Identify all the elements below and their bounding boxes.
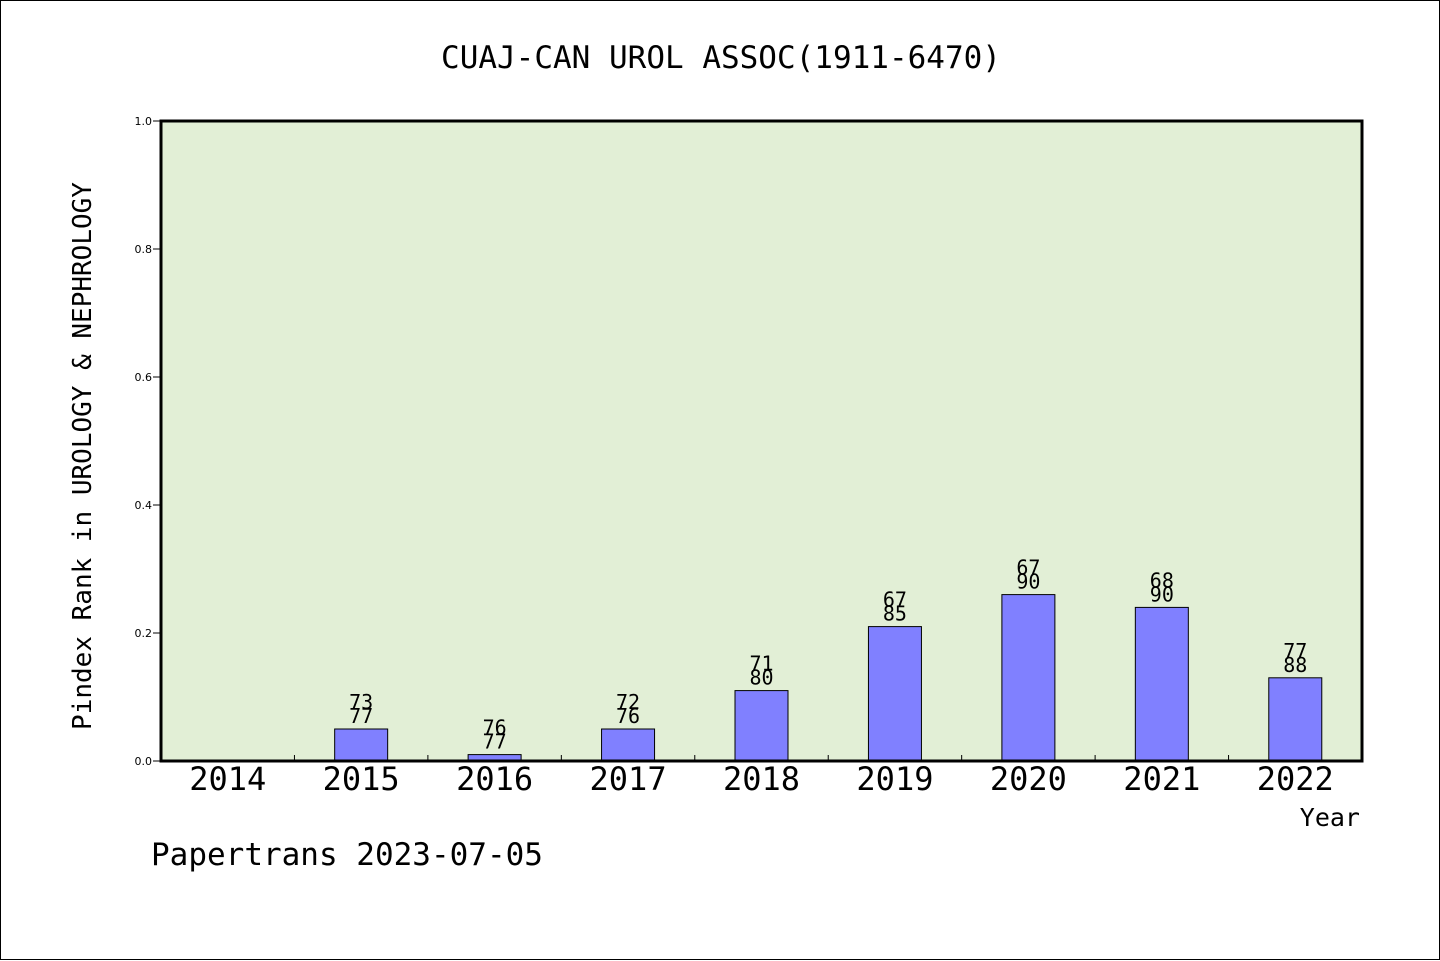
bar-label-top: 68 xyxy=(1150,568,1174,592)
x-tick-label: 2014 xyxy=(189,760,266,798)
bar xyxy=(1001,594,1056,762)
bar xyxy=(1134,606,1189,762)
bar-label-bottom: 90 xyxy=(1150,582,1174,606)
y-axis-ticks: 0.0 0.2 0.4 0.6 0.8 1.0 xyxy=(135,115,161,768)
x-tick-label: 2019 xyxy=(856,760,933,798)
bar xyxy=(867,626,922,762)
y-tick-label: 0.8 xyxy=(135,243,153,256)
plot-border xyxy=(159,119,1364,763)
x-tick-label: 2017 xyxy=(590,760,667,798)
bar-label-bottom: 76 xyxy=(616,704,640,728)
bar xyxy=(734,690,789,762)
y-axis-label: Pindex Rank in UROLOGY & NEPHROLOGY xyxy=(68,182,98,730)
y-tick-label: 1.0 xyxy=(135,115,153,128)
x-tick-label: 2016 xyxy=(456,760,533,798)
bar xyxy=(1268,677,1323,762)
y-tick-label: 0.4 xyxy=(135,499,153,512)
footer-credit: Papertrans 2023-07-05 xyxy=(151,837,543,873)
y-tick-label: 0.6 xyxy=(135,371,153,384)
bar-label-bottom: 88 xyxy=(1283,653,1307,677)
x-axis-ticks: 2014 2015 2016 2017 2018 2019 2020 2021 2022 xyxy=(189,755,1334,798)
bar-series xyxy=(334,594,1323,762)
bar-label-bottom: 77 xyxy=(483,730,507,754)
bar-label-top: 67 xyxy=(1016,556,1040,580)
bar-label-top: 72 xyxy=(616,690,640,714)
y-tick-label: 0.0 xyxy=(135,755,153,768)
x-axis-label: Year xyxy=(1300,803,1360,832)
bar xyxy=(601,728,656,762)
bar-label-top: 77 xyxy=(1283,639,1307,663)
chart-title: CUAJ-CAN UROL ASSOC(1911-6470) xyxy=(441,40,1001,76)
x-tick-label: 2022 xyxy=(1257,760,1334,798)
bar-label-bottom: 77 xyxy=(349,704,373,728)
bar-label-top: 71 xyxy=(749,652,773,676)
bar-label-top: 73 xyxy=(349,690,373,714)
bar xyxy=(334,728,389,762)
bar-label-bottom: 80 xyxy=(749,666,773,690)
x-tick-label: 2020 xyxy=(990,760,1067,798)
bar-label-bottom: 85 xyxy=(883,602,907,626)
y-tick-label: 0.2 xyxy=(135,627,153,640)
bar-label-top: 76 xyxy=(483,716,507,740)
x-tick-label: 2021 xyxy=(1123,760,1200,798)
x-tick-label: 2018 xyxy=(723,760,800,798)
x-tick-label: 2015 xyxy=(323,760,400,798)
bar-label-top: 67 xyxy=(883,588,907,612)
bar-label-bottom: 90 xyxy=(1016,570,1040,594)
